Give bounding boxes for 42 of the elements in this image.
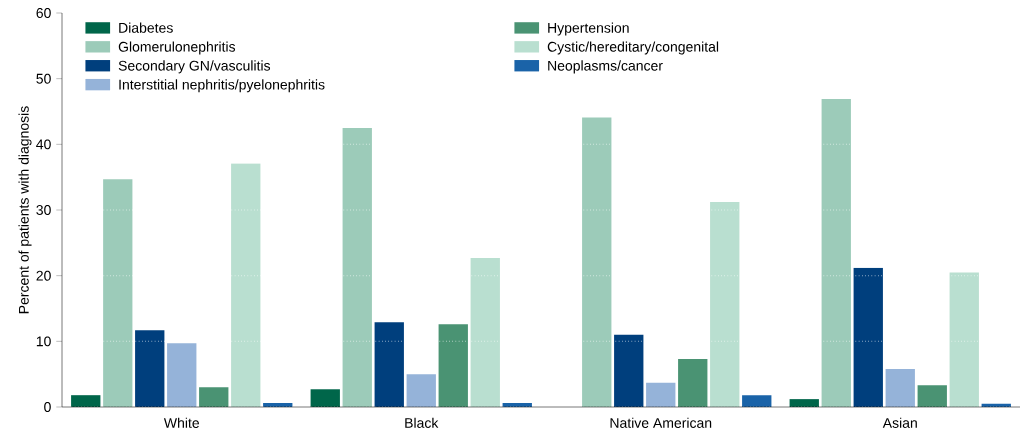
bar: [470, 257, 500, 407]
bar: [406, 374, 436, 407]
y-axis-title: Percent of patients with diagnosis: [18, 106, 32, 314]
bar: [342, 127, 372, 407]
legend-label: Secondary GN/vasculitis: [118, 60, 271, 74]
x-tick-label: Native American: [610, 417, 712, 428]
legend-label: Neoplasms/cancer: [548, 60, 663, 74]
bar: [231, 163, 261, 407]
bar: [614, 334, 644, 407]
y-tick-label: 50: [36, 73, 51, 84]
bar: [103, 179, 133, 407]
y-tick-label: 20: [36, 270, 51, 281]
bar: [678, 359, 708, 407]
x-tick-label: Asian: [882, 417, 917, 428]
y-tick-label: 30: [36, 205, 51, 215]
bar: [199, 387, 229, 407]
legend-label: Glomerulonephritis: [118, 41, 236, 55]
legend-label: Diabetes: [119, 22, 173, 33]
bar: [438, 324, 468, 407]
bar: [310, 389, 340, 407]
bar: [135, 330, 165, 407]
legend-label: Cystic/hereditary/congenital: [547, 41, 719, 55]
legend-label: Interstitial nephritis/pyelonephritis: [119, 79, 325, 93]
bar: [710, 202, 740, 407]
bar: [582, 117, 612, 407]
bar: [71, 395, 101, 407]
bar: [742, 395, 772, 407]
bar: [949, 272, 979, 407]
bar: [646, 382, 676, 407]
y-tick-label: 10: [36, 336, 51, 347]
x-tick-label: White: [163, 417, 200, 428]
legend-label: Hypertension: [548, 22, 629, 36]
y-tick-label: 40: [36, 139, 51, 150]
bar: [821, 99, 851, 407]
bar: [853, 267, 883, 407]
x-tick-label: Black: [405, 417, 439, 428]
y-tick-label: 0: [44, 402, 51, 412]
bar: [167, 343, 197, 407]
bar: [374, 322, 404, 407]
y-tick-label: 60: [36, 8, 51, 18]
bar: [917, 385, 947, 407]
bar: [885, 368, 915, 407]
